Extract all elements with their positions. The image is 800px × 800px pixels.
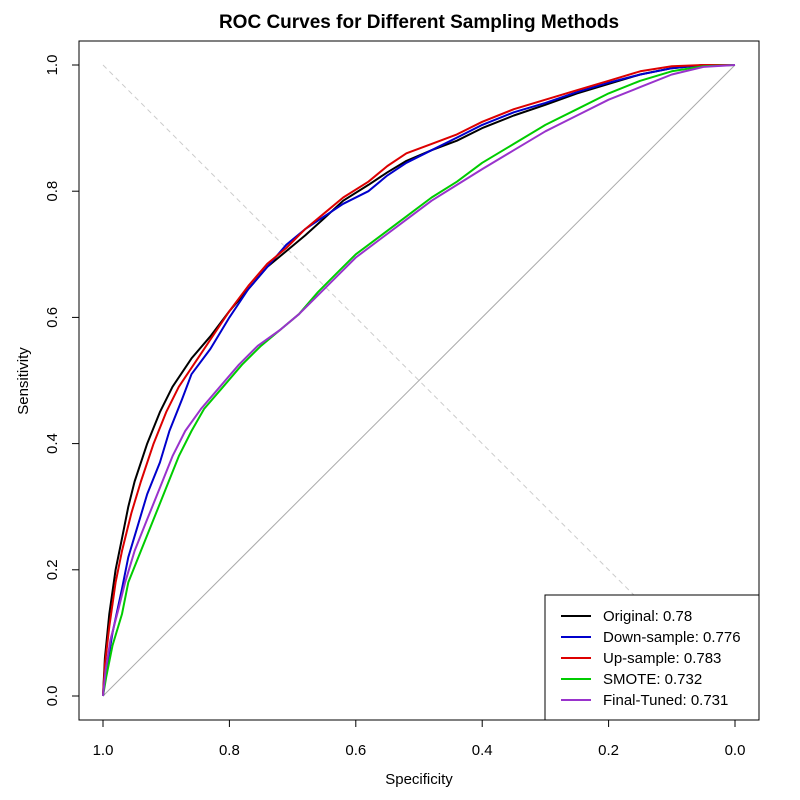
x-axis-label: Specificity (385, 771, 453, 788)
x-axis: 1.0 0.8 0.6 0.4 0.2 0.0 (93, 719, 746, 759)
series-lines (102, 64, 736, 697)
legend: Original: 0.78 Down-sample: 0.776 Up-sampl… (544, 594, 760, 721)
y-tick-label: 1.0 (44, 55, 61, 76)
y-tick-label: 0.0 (44, 686, 61, 707)
legend-label: SMOTE: 0.732 (603, 671, 702, 688)
roc-line-up-sample (102, 64, 735, 697)
x-tick-label: 0.0 (725, 742, 746, 759)
roc-line-original (102, 64, 735, 697)
reference-line-chance (102, 64, 736, 697)
chart-title: ROC Curves for Different Sampling Method… (219, 12, 619, 33)
y-tick-label: 0.6 (44, 307, 61, 328)
x-tick-label: 1.0 (93, 742, 114, 759)
x-tick-label: 0.8 (219, 742, 240, 759)
legend-label: Up-sample: 0.783 (603, 650, 721, 667)
y-axis-label: Sensitivity (15, 347, 32, 415)
roc-line-final-tuned (102, 64, 736, 697)
roc-line-smote (102, 64, 736, 697)
y-tick-label: 0.2 (44, 559, 61, 580)
y-tick-label: 0.4 (44, 433, 61, 454)
y-axis: 0.0 0.2 0.4 0.6 0.8 1.0 (44, 55, 80, 707)
x-tick-label: 0.6 (345, 742, 366, 759)
x-tick-label: 0.2 (598, 742, 619, 759)
reference-lines (102, 64, 736, 697)
legend-label: Down-sample: 0.776 (603, 629, 741, 646)
x-tick-label: 0.4 (472, 742, 493, 759)
legend-label: Final-Tuned: 0.731 (603, 692, 728, 709)
legend-label: Original: 0.78 (603, 608, 692, 625)
reference-line-diagonal (102, 64, 736, 697)
y-tick-label: 0.8 (44, 181, 61, 202)
